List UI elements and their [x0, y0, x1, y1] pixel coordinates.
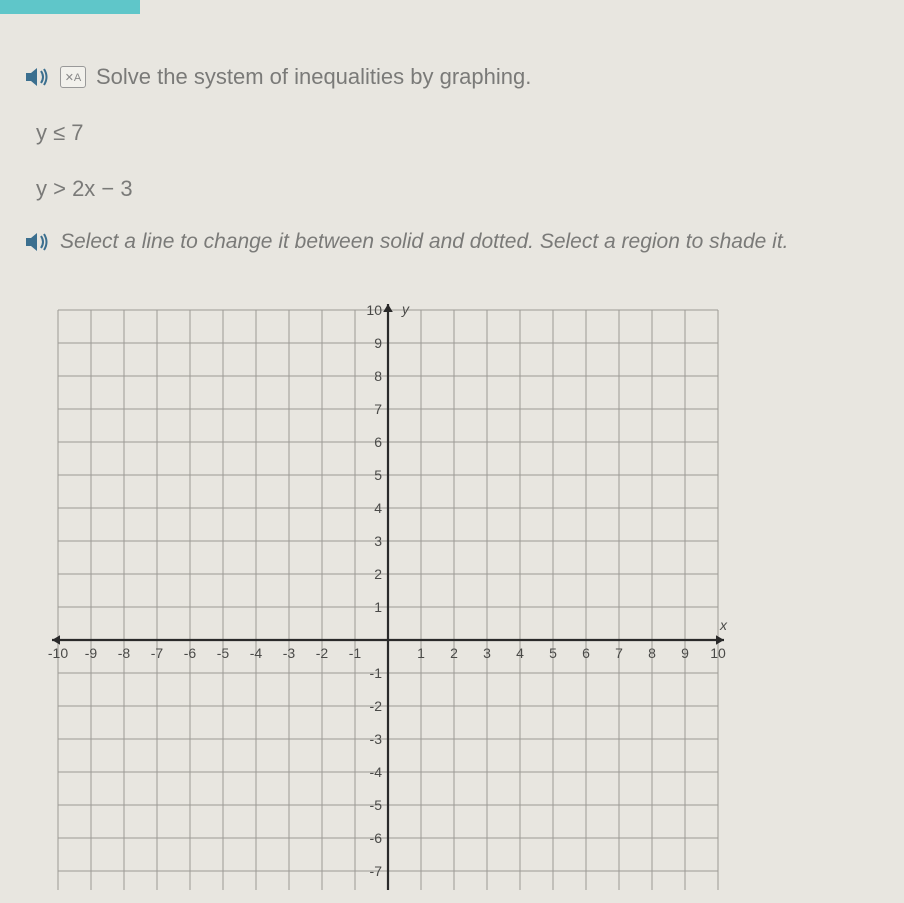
svg-text:9: 9: [681, 645, 689, 661]
svg-text:4: 4: [374, 500, 382, 516]
prompt-row: ✕A Solve the system of inequalities by g…: [24, 64, 531, 90]
svg-text:-9: -9: [85, 645, 98, 661]
translate-button[interactable]: ✕A: [60, 66, 86, 88]
svg-text:7: 7: [615, 645, 623, 661]
hint-text: Select a line to change it between solid…: [60, 230, 789, 254]
svg-text:-4: -4: [250, 645, 263, 661]
svg-text:2: 2: [374, 566, 382, 582]
svg-text:6: 6: [374, 434, 382, 450]
audio-icon[interactable]: [24, 66, 50, 88]
svg-text:1: 1: [374, 599, 382, 615]
svg-text:-2: -2: [316, 645, 329, 661]
svg-text:-6: -6: [370, 830, 383, 846]
svg-text:4: 4: [516, 645, 524, 661]
svg-text:3: 3: [483, 645, 491, 661]
svg-text:-4: -4: [370, 764, 383, 780]
header-accent: [0, 0, 140, 14]
svg-text:9: 9: [374, 335, 382, 351]
inequality-2: y > 2x − 3: [36, 176, 133, 202]
svg-text:x: x: [719, 617, 728, 633]
svg-text:5: 5: [549, 645, 557, 661]
svg-text:3: 3: [374, 533, 382, 549]
svg-text:10: 10: [710, 645, 726, 661]
svg-text:-7: -7: [151, 645, 164, 661]
svg-text:5: 5: [374, 467, 382, 483]
svg-text:-8: -8: [118, 645, 131, 661]
svg-text:-5: -5: [217, 645, 230, 661]
prompt-text: Solve the system of inequalities by grap…: [96, 64, 531, 90]
svg-text:-3: -3: [370, 731, 383, 747]
svg-text:8: 8: [374, 368, 382, 384]
hint-row: Select a line to change it between solid…: [24, 230, 789, 254]
svg-text:8: 8: [648, 645, 656, 661]
svg-text:1: 1: [417, 645, 425, 661]
coordinate-grid[interactable]: -10 -9 -8 -7 -6 -5 -4 -3 -2 -1 1 2 3 4 5 6 7 8 9 10 10 9 8 7 6 5 4…: [28, 300, 748, 890]
svg-text:-10: -10: [48, 645, 68, 661]
inequality-1: y ≤ 7: [36, 120, 84, 146]
svg-text:-7: -7: [370, 863, 383, 879]
audio-icon[interactable]: [24, 231, 50, 253]
svg-text:6: 6: [582, 645, 590, 661]
svg-text:y: y: [401, 301, 410, 317]
svg-text:10: 10: [366, 302, 382, 318]
svg-text:7: 7: [374, 401, 382, 417]
svg-text:-6: -6: [184, 645, 197, 661]
svg-text:-1: -1: [370, 665, 383, 681]
svg-text:2: 2: [450, 645, 458, 661]
svg-text:-2: -2: [370, 698, 383, 714]
svg-text:-1: -1: [349, 645, 362, 661]
svg-text:-3: -3: [283, 645, 296, 661]
svg-text:-5: -5: [370, 797, 383, 813]
